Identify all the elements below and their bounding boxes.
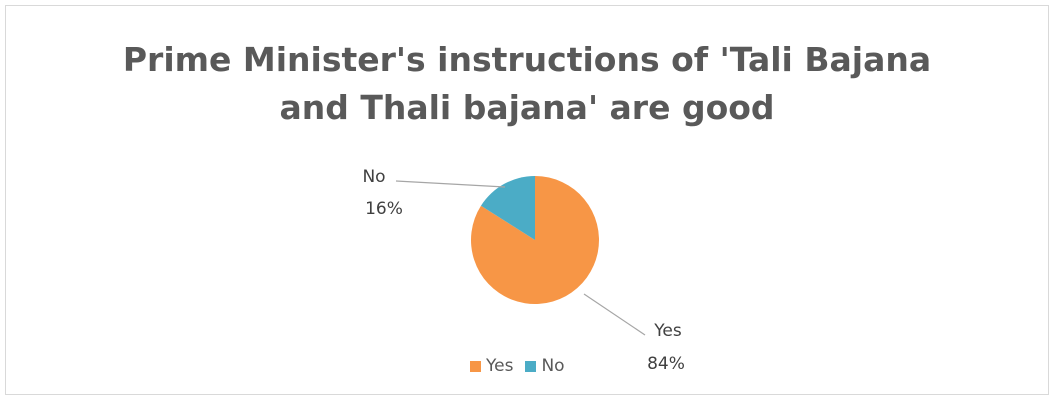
legend-swatch-no (525, 360, 537, 372)
legend-label-yes: Yes (486, 356, 514, 376)
legend-swatch-yes (470, 360, 481, 372)
data-label-yes-name: Yes (653, 321, 682, 341)
chart-legend: Yes No (470, 356, 577, 376)
leader-line-no (395, 180, 506, 188)
legend-item-yes: Yes (470, 356, 513, 376)
data-label-no-percent: 16% (365, 199, 403, 219)
leader-line-yes (583, 293, 646, 336)
legend-item-no: No (525, 356, 565, 376)
pie-slice-no (480, 176, 535, 240)
data-label-yes-percent: 84% (647, 354, 685, 374)
legend-label-no: No (541, 356, 565, 376)
chart-title-line-2: and Thali bajana' are good (279, 88, 775, 127)
data-label-no-name: No (362, 167, 385, 187)
chart-title-line-1: Prime Minister's instructions of 'Tali B… (122, 40, 932, 79)
pie-slices (471, 176, 600, 304)
